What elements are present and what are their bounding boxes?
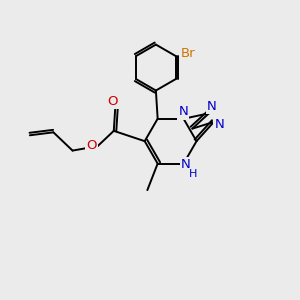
Text: H: H [189, 169, 197, 179]
Text: O: O [108, 95, 118, 108]
Text: N: N [207, 100, 217, 113]
Text: N: N [214, 118, 224, 131]
Text: N: N [178, 106, 188, 118]
Text: N: N [181, 158, 191, 171]
Text: Br: Br [181, 47, 196, 60]
Text: O: O [86, 139, 97, 152]
